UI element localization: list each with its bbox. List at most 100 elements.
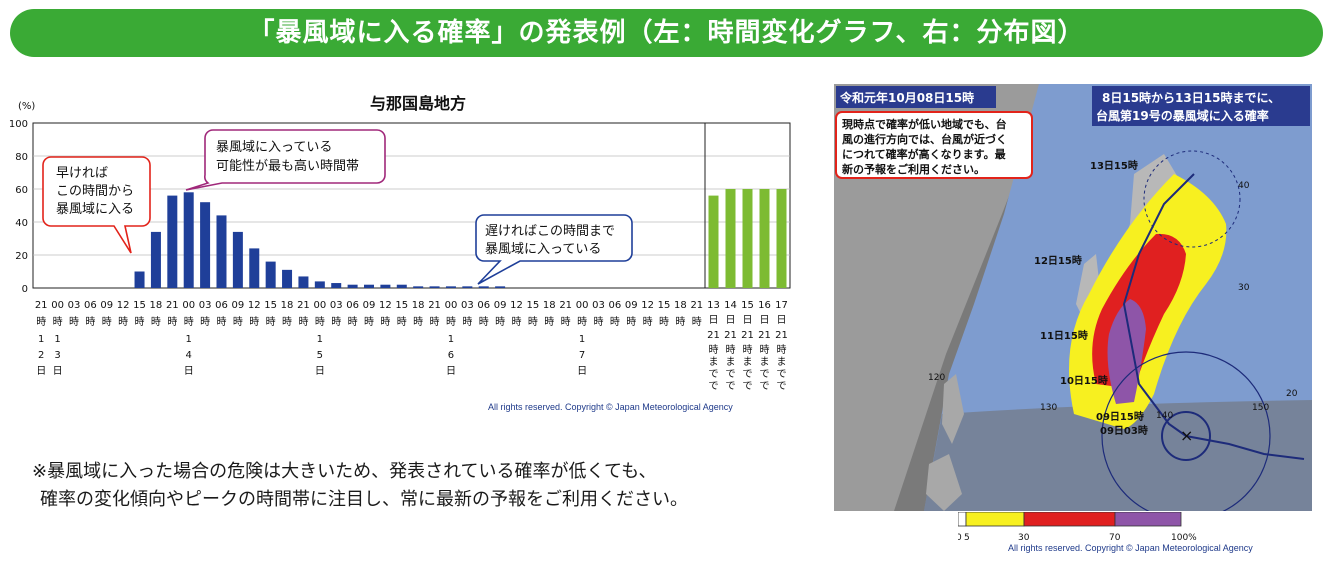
- cumulative-until-char: 時: [709, 344, 719, 356]
- legend-tick-0: 0: [958, 533, 962, 543]
- hour-suffix-label: 時: [610, 316, 620, 328]
- cumulative-until-char: 時: [743, 344, 753, 356]
- cumulative-bar: [708, 195, 719, 288]
- day-label-char: 日: [315, 366, 325, 377]
- annotation-peak: 暴風域に入っている 可能性が最も高い時間帯: [185, 129, 386, 191]
- hour-tick-label: 00: [445, 300, 458, 311]
- hour-tick-label: 15: [527, 300, 540, 311]
- hour-tick-label: 06: [215, 300, 228, 311]
- hourly-bar: [364, 284, 374, 288]
- day-label-char: 1: [54, 334, 60, 345]
- hour-suffix-label: 時: [135, 316, 145, 328]
- hour-tick-label: 09: [363, 300, 376, 311]
- hour-suffix-label: 時: [167, 316, 177, 328]
- cumulative-day-label: 14: [724, 300, 737, 311]
- warning-line2: 風の進行方向では、台風が近づく: [842, 132, 1007, 146]
- legend-color-70-100: [1114, 512, 1182, 527]
- day-label-char: 2: [38, 350, 44, 361]
- hour-suffix-label: 時: [118, 316, 128, 328]
- period-label-line1: 8日15時から13日15時までに、: [1102, 90, 1280, 105]
- legend-tick-100: 100%: [1171, 533, 1197, 543]
- x-axis-labels: 21時00時03時06時09時12時15時18時21時00時03時06時09時1…: [35, 300, 788, 392]
- hour-suffix-label: 時: [69, 316, 79, 328]
- caution-note: ※暴風域に入った場合の危険は大きいため、発表されている確率が低くても、 確率の変…: [32, 458, 688, 514]
- cumulative-until-char: 時: [760, 344, 770, 356]
- grid-layer: 0 20 40 60 80 100: [9, 119, 791, 295]
- continent-land: [834, 84, 1044, 511]
- page-title: 「暴風域に入る確率」の発表例（左：時間変化グラフ、右：分布図）: [248, 18, 1085, 48]
- annotation-earliest-line2: この時間から: [56, 184, 134, 199]
- hour-tick-label: 21: [166, 300, 179, 311]
- hour-suffix-label: 時: [36, 316, 46, 328]
- cumulative-bar: [725, 189, 736, 288]
- hourly-bar: [347, 284, 358, 288]
- hour-suffix-label: 時: [577, 316, 587, 328]
- cumulative-until-char: で: [777, 381, 787, 392]
- korea-land: [1076, 254, 1100, 324]
- day-label-char: 日: [36, 366, 46, 377]
- cumulative-bar: [776, 189, 787, 288]
- day-label-char: 7: [579, 350, 585, 361]
- hour-tick-label: 15: [133, 300, 146, 311]
- caution-note-line2: 確率の変化傾向やピークの時間帯に注目し、常に最新の予報をご利用ください。: [40, 489, 688, 510]
- annotation-latest: 遅ければこの時間まで 暴風域に入っている: [475, 214, 633, 285]
- hourly-bar: [396, 284, 407, 288]
- day-label-char: 日: [446, 366, 456, 377]
- y-unit-label: (%): [18, 101, 35, 112]
- philippines-land: [926, 454, 962, 511]
- day-label-char: 1: [448, 334, 454, 345]
- grid-label-20n: 20: [1286, 389, 1298, 399]
- cumulative-day-label: 16: [758, 300, 771, 311]
- hour-tick-label: 15: [264, 300, 277, 311]
- cumulative-time-label: 21: [707, 330, 720, 341]
- bars-layer: [134, 189, 787, 288]
- hour-tick-label: 06: [84, 300, 97, 311]
- warning-line4: 新の予報をご利用ください。: [842, 162, 985, 176]
- hourly-bar: [445, 286, 456, 288]
- hour-tick-label: 03: [199, 300, 212, 311]
- hour-suffix-label: 時: [528, 316, 538, 328]
- hourly-bar: [314, 281, 325, 288]
- hour-suffix-label: 時: [331, 316, 341, 328]
- cumulative-day-suffix: 日: [760, 315, 770, 326]
- cumulative-until-char: ま: [777, 356, 787, 368]
- storm-area-circle: [1161, 411, 1211, 461]
- hour-tick-label: 21: [559, 300, 572, 311]
- probability-legend: 0 5 30 70 100%: [958, 512, 1197, 543]
- annotation-latest-line2: 暴風域に入っている: [485, 242, 601, 257]
- grid-label-40n: 40: [1238, 181, 1250, 191]
- prob-70-100-area: [1107, 299, 1146, 404]
- hour-suffix-label: 時: [659, 316, 669, 328]
- hour-suffix-label: 時: [348, 316, 358, 328]
- cumulative-until-char: で: [760, 381, 770, 392]
- cumulative-day-suffix: 日: [777, 315, 787, 326]
- y-tick-label: 0: [22, 284, 28, 295]
- forecast-circle-large: [1101, 351, 1271, 511]
- day-label-char: 日: [53, 366, 63, 377]
- hourly-bar: [134, 271, 145, 288]
- hour-suffix-label: 時: [462, 316, 472, 328]
- track-label-09d03: 09日03時: [1100, 424, 1148, 437]
- hour-tick-label: 18: [674, 300, 687, 311]
- hour-tick-label: 09: [625, 300, 638, 311]
- annotation-earliest: 早ければ この時間から 暴風域に入る: [42, 156, 151, 254]
- hour-tick-label: 12: [248, 300, 261, 311]
- hour-tick-label: 18: [543, 300, 556, 311]
- hourly-bar: [183, 192, 194, 288]
- hour-tick-label: 06: [608, 300, 621, 311]
- hour-suffix-label: 時: [446, 316, 456, 328]
- day-label-char: 4: [186, 350, 192, 361]
- hour-suffix-label: 時: [85, 316, 95, 328]
- annotation-peak-line2: 可能性が最も高い時間帯: [216, 158, 359, 174]
- hourly-bar: [249, 248, 260, 288]
- grid-label-30n: 30: [1238, 283, 1250, 293]
- day-label-char: 5: [317, 350, 323, 361]
- day-label-char: 日: [184, 366, 194, 377]
- y-tick-label: 80: [15, 152, 28, 163]
- hour-tick-label: 18: [281, 300, 294, 311]
- hourly-bar: [495, 286, 506, 288]
- hourly-bar: [232, 231, 243, 288]
- day-label-char: 1: [38, 334, 44, 345]
- hour-suffix-label: 時: [430, 316, 440, 328]
